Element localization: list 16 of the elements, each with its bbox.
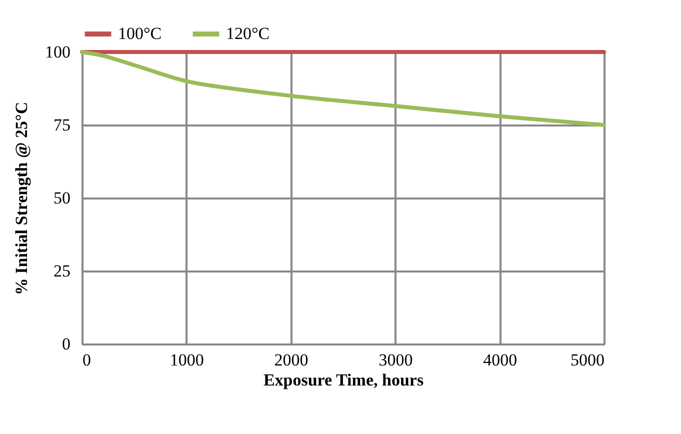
legend-label: 120°C <box>226 24 270 43</box>
x-tick-label: 0 <box>82 350 91 370</box>
x-tick-label: 5000 <box>570 350 604 370</box>
x-tick-label: 3000 <box>378 350 413 370</box>
y-tick-label: 75 <box>54 116 70 134</box>
x-tick-label: 1000 <box>170 350 204 370</box>
line-series <box>80 50 606 127</box>
y-axis-title: % Initial Strength @ 25°C <box>12 102 31 296</box>
x-tick-label: 4000 <box>483 350 518 370</box>
x-tick-label: 2000 <box>274 350 308 370</box>
y-tick-label: 0 <box>62 334 70 354</box>
y-tick-label: 100 <box>45 42 70 62</box>
y-tick-label: 50 <box>54 188 70 208</box>
legend-label: 100°C <box>118 24 162 43</box>
y-tick-label: 25 <box>54 262 70 280</box>
x-axis-title: Exposure Time, hours <box>263 370 424 390</box>
